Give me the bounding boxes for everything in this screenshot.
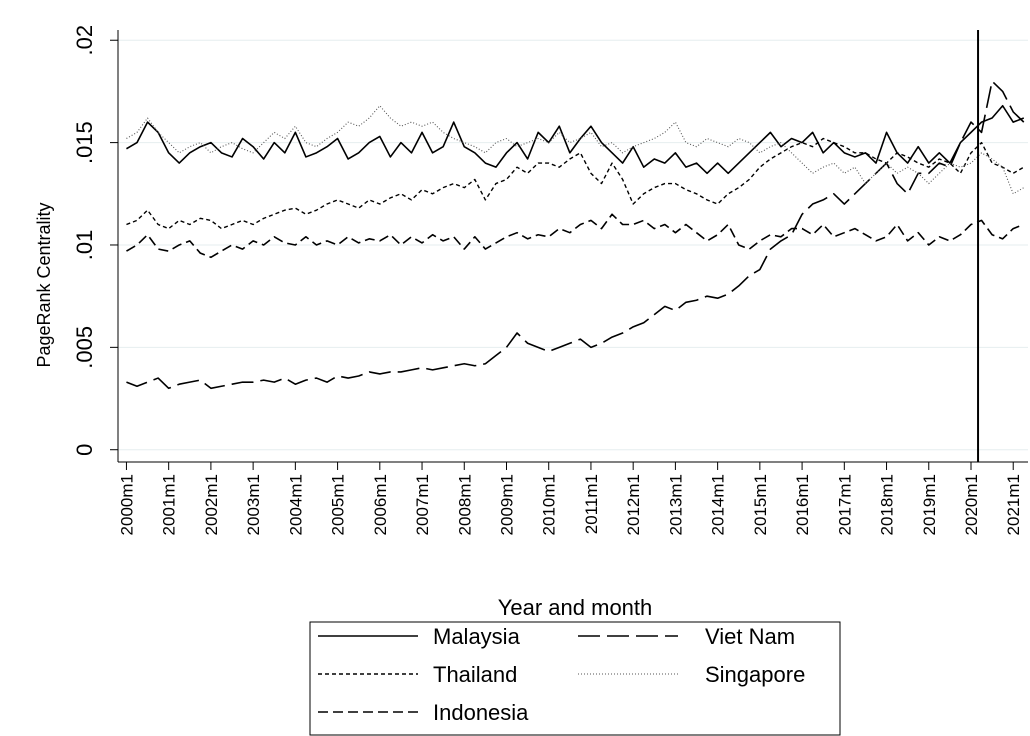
x-tick-label: 2009m1 [497,474,516,535]
x-tick-label: 2018m1 [878,474,897,535]
series-line [126,213,1025,259]
x-tick-label: 2014m1 [709,474,728,535]
x-tick-label: 2012m1 [624,474,643,535]
y-tick-label: .015 [72,121,97,164]
series-line [126,137,1025,230]
x-tick-label: 2016m1 [793,474,812,535]
x-tick-label: 2005m1 [329,474,348,535]
legend-label: Thailand [433,662,517,687]
x-axis-title: Year and month [498,595,653,620]
x-tick-label: 2006m1 [371,474,390,535]
legend-label: Malaysia [433,624,521,649]
x-tick-label: 2010m1 [540,474,559,535]
x-tick-label: 2004m1 [286,474,305,535]
x-tick-label: 2015m1 [751,474,770,535]
legend-label: Singapore [705,662,805,687]
x-tick-label: 2002m1 [202,474,221,535]
x-tick-label: 2017m1 [835,474,854,535]
y-tick-label: .02 [72,25,97,56]
x-tick-label: 2000m1 [117,474,136,535]
legend-box [309,621,841,736]
y-axis-title: PageRank Centrality [34,202,54,367]
y-tick-label: .01 [72,230,97,261]
series-line [126,80,1025,390]
legend-label: Indonesia [433,700,529,725]
x-tick-label: 2013m1 [666,474,685,535]
x-tick-label: 2007m1 [413,474,432,535]
x-tick-label: 2021m1 [1004,474,1023,535]
x-tick-label: 2019m1 [920,474,939,535]
x-tick-label: 2003m1 [244,474,263,535]
y-tick-label: .005 [72,326,97,369]
x-tick-label: 2020m1 [962,474,981,535]
series-line [126,104,1025,175]
x-tick-label: 2011m1 [582,474,601,534]
y-tick-label: 0 [72,444,97,456]
x-tick-label: 2008m1 [455,474,474,535]
x-tick-label: 2001m1 [160,474,179,535]
legend-label: Viet Nam [705,624,795,649]
